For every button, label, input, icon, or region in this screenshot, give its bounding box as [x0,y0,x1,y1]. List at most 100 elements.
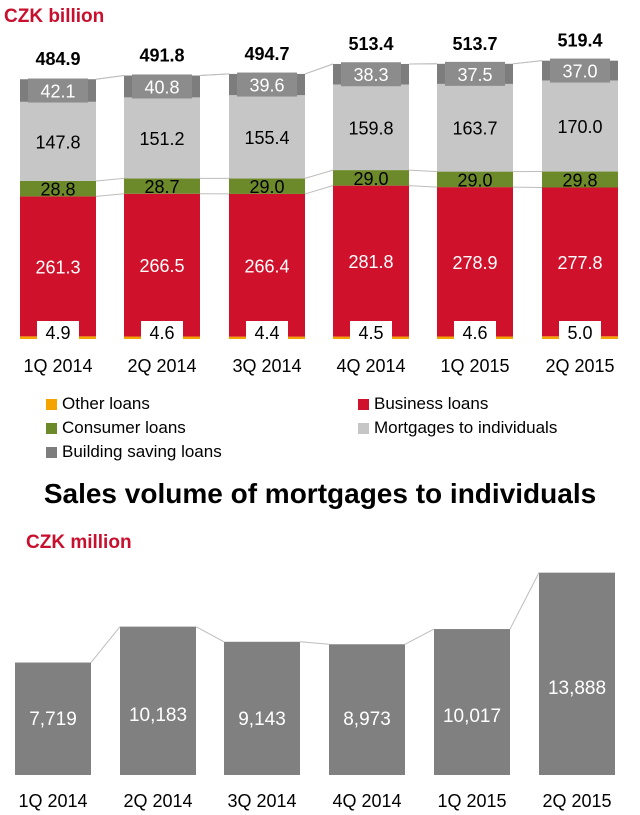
bar-segment-consumer [229,178,305,194]
chart1-unit-label: CZK billion [4,6,105,27]
building-label-box [28,78,88,103]
sales-data-label: 8,973 [343,709,391,730]
chart2-title: Sales volume of mortgages to individuals [43,478,597,509]
data-label-business: 281.8 [348,252,393,272]
connector-line [95,193,125,197]
bar-segment-mortgage [229,95,305,179]
building-label-box [237,72,297,97]
data-label-other: 4.5 [358,323,383,343]
total-label: 519.4 [557,31,602,51]
connector-line [95,75,125,80]
bar-segment-business [229,193,305,337]
sales-data-label: 13,888 [548,678,606,699]
bar-segment-business [124,193,200,337]
bar-segment-mortgage [20,101,96,181]
connector-line [304,185,334,195]
data-label-building: 37.0 [562,62,597,82]
x-tick-label: 1Q 2014 [23,356,92,376]
sales-data-label: 10,183 [129,705,187,726]
data-label-mortgage: 147.8 [35,132,80,152]
connector-line [408,169,438,173]
data-label-other: 4.6 [462,323,487,343]
bar-segment-business [542,187,618,337]
sales-bar [434,629,510,775]
connector-line [408,185,438,188]
x-tick-label: 2Q 2015 [545,356,614,376]
bar-segment-mortgage [124,97,200,179]
bar-segment-mortgage [333,84,409,171]
data-label-building: 42.1 [40,82,75,102]
data-label-consumer: 29.0 [457,170,492,190]
data-label-building: 39.6 [249,76,284,96]
sales-data-label: 9,143 [238,709,286,730]
data-label-consumer: 29.0 [353,169,388,189]
data-label-business: 277.8 [557,253,602,273]
sales-data-label: 10,017 [443,706,501,727]
total-label: 513.7 [452,34,497,54]
data-label-consumer: 29.0 [249,177,284,197]
legend-item-other-loans: Other loans [46,394,150,414]
data-label-mortgage: 163.7 [452,119,497,139]
total-label: 484.9 [35,49,80,69]
data-label-consumer: 28.8 [40,180,75,200]
sales-bar [539,572,615,775]
legend-item-mortgages: Mortgages to individuals [358,418,557,438]
connector-line [195,626,225,643]
building-label-box [445,61,505,86]
sales-bar [224,641,300,775]
data-label-other: 5.0 [567,323,592,343]
x-tick-label: 3Q 2014 [227,791,296,811]
other-label-box [141,321,183,343]
x-tick-label: 2Q 2014 [127,356,196,376]
connector-line [404,628,435,645]
connector-line [304,63,334,75]
legend-label-building: Building saving loans [62,442,222,461]
sales-bar [15,662,91,775]
legend-item-building-saving: Building saving loans [46,442,222,462]
bar-segment-mortgage [542,80,618,172]
legend-item-business-loans: Business loans [358,394,488,414]
other-label-box [246,321,288,343]
bar-segment-consumer [124,178,200,194]
x-tick-label: 3Q 2014 [232,356,301,376]
x-tick-label: 4Q 2014 [332,791,401,811]
data-label-consumer: 28.7 [144,177,179,197]
data-label-consumer: 29.8 [562,171,597,191]
legend-label-other: Other loans [62,394,150,413]
legend-swatch-consumer [46,422,57,434]
total-label: 491.8 [139,46,184,66]
other-label-box [559,321,601,343]
data-label-mortgage: 170.0 [557,117,602,137]
data-label-building: 40.8 [144,77,179,97]
data-label-other: 4.4 [254,323,279,343]
legend-swatch-building [46,446,57,458]
total-label: 494.7 [244,44,289,64]
data-label-mortgage: 159.8 [348,118,393,138]
x-tick-label: 4Q 2014 [336,356,405,376]
legend-swatch-other [46,398,57,410]
x-tick-label: 1Q 2015 [437,791,506,811]
chart1-legend: Other loans Business loans Consumer loan… [0,390,640,462]
data-label-business: 266.4 [244,256,289,276]
data-label-business: 266.5 [139,256,184,276]
data-label-building: 38.3 [353,65,388,85]
bar-segment-business [437,187,513,337]
connector-line [199,73,230,77]
data-label-building: 37.5 [457,65,492,85]
other-label-box [454,321,496,343]
bar-segment-consumer [20,180,96,197]
x-tick-label: 2Q 2014 [123,791,192,811]
legend-item-consumer-loans: Consumer loans [46,418,186,438]
other-label-box [37,321,79,343]
data-label-business: 261.3 [35,257,80,277]
data-label-other: 4.9 [45,323,70,343]
bar-segment-business [333,185,409,337]
data-label-mortgage: 155.4 [244,128,289,148]
connector-line [304,169,334,179]
chart2-unit-label: CZK million [26,532,132,553]
connector-line [90,626,121,663]
loans-stacked-bar-chart: 4.9 261.3 28.8 147.8 42.1 484.9 1Q 2014 4.6 266.… [20,31,618,376]
bar-segment-consumer [437,171,513,188]
connector-line [512,60,543,65]
